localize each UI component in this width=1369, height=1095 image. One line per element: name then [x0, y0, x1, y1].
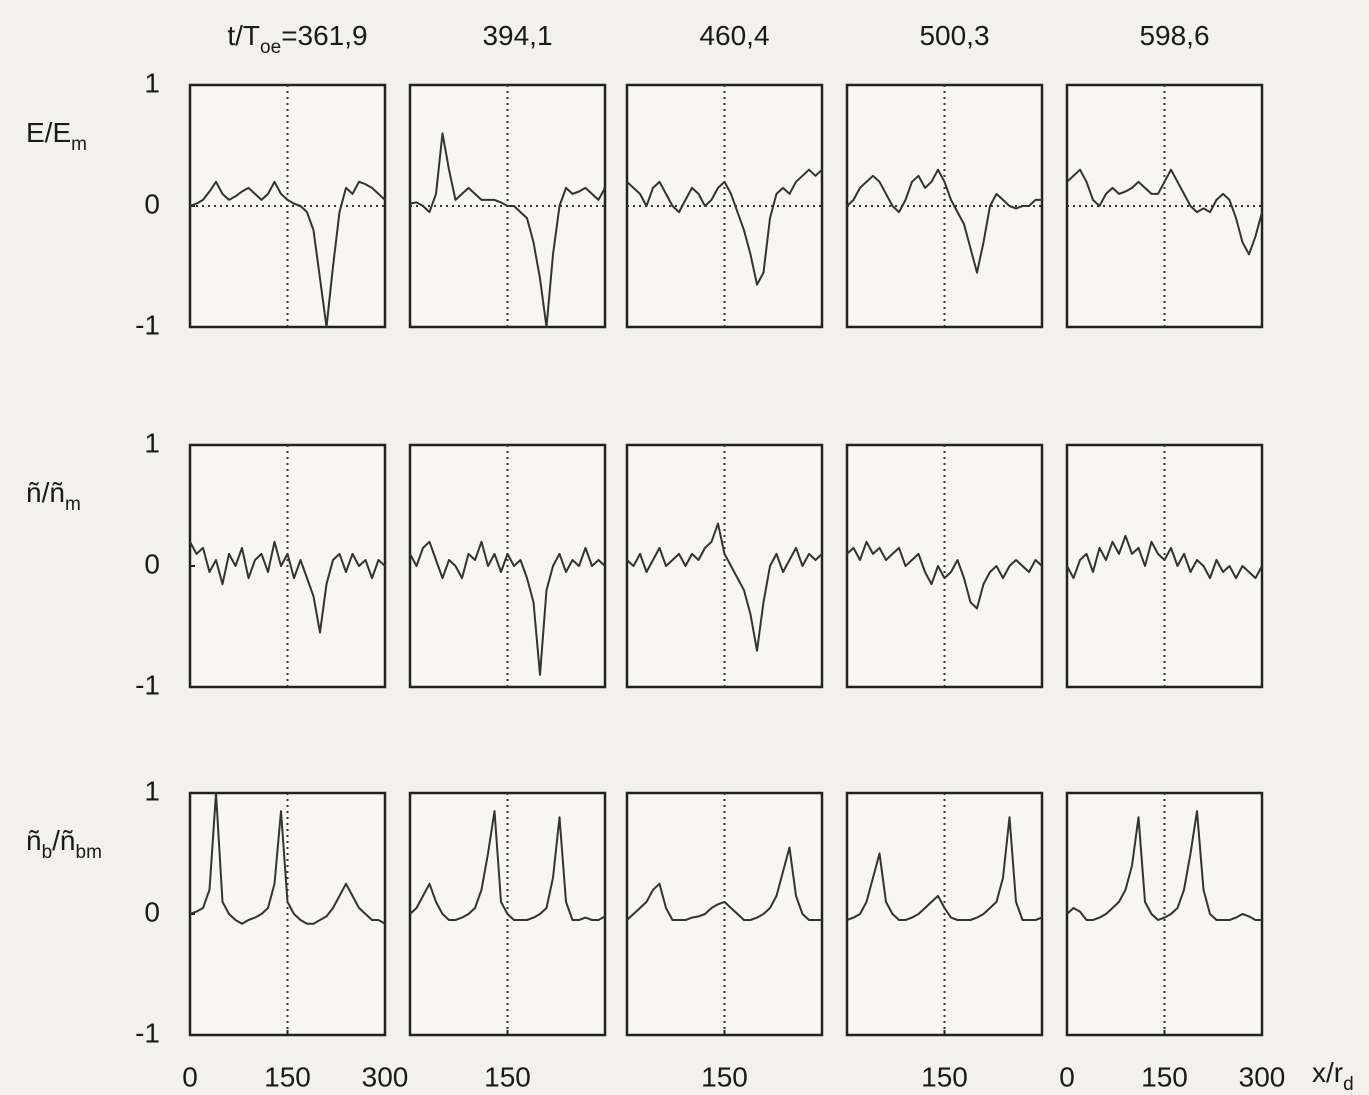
- y-tick-label: 0: [144, 188, 160, 219]
- x-tick-label: 150: [264, 1061, 311, 1092]
- x-tick-label: 300: [1239, 1061, 1286, 1092]
- data-line: [189, 540, 386, 634]
- data-line: [1066, 168, 1263, 256]
- x-tick-label: 300: [362, 1061, 409, 1092]
- data-line: [409, 540, 606, 676]
- subscript: m: [71, 134, 87, 155]
- text-part: /ñ: [52, 825, 75, 856]
- y-tick-label: -1: [135, 1017, 160, 1048]
- data-line: [189, 792, 386, 925]
- x-axis-label: x/rd: [1312, 1057, 1354, 1095]
- x-tick-label: 0: [182, 1061, 198, 1092]
- text-part: 500,3: [919, 20, 989, 51]
- data-line: [409, 132, 606, 328]
- text-part: E/E: [26, 117, 71, 148]
- data-line: [409, 810, 606, 921]
- y-axis-label: ñb/ñbm: [26, 825, 102, 863]
- subscript: oe: [260, 37, 281, 58]
- y-tick-label: 0: [144, 548, 160, 579]
- panel-title: 460,4: [699, 20, 769, 51]
- subscript: m: [65, 494, 81, 515]
- text-part: ñ/ñ: [26, 477, 65, 508]
- data-line: [189, 180, 386, 328]
- data-line: [846, 168, 1042, 274]
- y-tick-label: 0: [144, 896, 160, 927]
- panel-title: 394,1: [482, 20, 552, 51]
- panel-title: 598,6: [1139, 20, 1209, 51]
- x-tick-label: 0: [1059, 1061, 1075, 1092]
- panel-title: 500,3: [919, 20, 989, 51]
- text-part: x/r: [1312, 1057, 1343, 1088]
- y-tick-label: 1: [144, 427, 160, 458]
- data-line: [846, 540, 1043, 610]
- text-part: t/T: [227, 20, 260, 51]
- subscript: bm: [76, 842, 102, 863]
- text-part: 598,6: [1139, 20, 1209, 51]
- y-tick-label: -1: [135, 669, 160, 700]
- text-part: 394,1: [482, 20, 552, 51]
- data-line: [1066, 810, 1262, 921]
- text-part: =361,9: [281, 20, 367, 51]
- y-axis-label: E/Em: [26, 117, 87, 155]
- x-tick-label: 150: [1141, 1061, 1188, 1092]
- subscript: b: [42, 842, 53, 863]
- data-line: [626, 846, 822, 921]
- text-part: ñ: [26, 825, 42, 856]
- data-line: [626, 522, 823, 652]
- panel-title: t/Toe=361,9: [227, 20, 367, 58]
- text-part: 460,4: [699, 20, 769, 51]
- y-tick-label: -1: [135, 309, 160, 340]
- subscript: d: [1343, 1074, 1354, 1095]
- data-line: [846, 816, 1043, 921]
- y-tick-label: 1: [144, 775, 160, 806]
- data-line: [626, 168, 823, 286]
- x-tick-label: 150: [701, 1061, 748, 1092]
- x-tick-label: 150: [484, 1061, 531, 1092]
- y-axis-label: ñ/ñm: [26, 477, 81, 515]
- x-tick-label: 150: [921, 1061, 968, 1092]
- y-tick-label: 1: [144, 67, 160, 98]
- data-line: [1066, 534, 1263, 580]
